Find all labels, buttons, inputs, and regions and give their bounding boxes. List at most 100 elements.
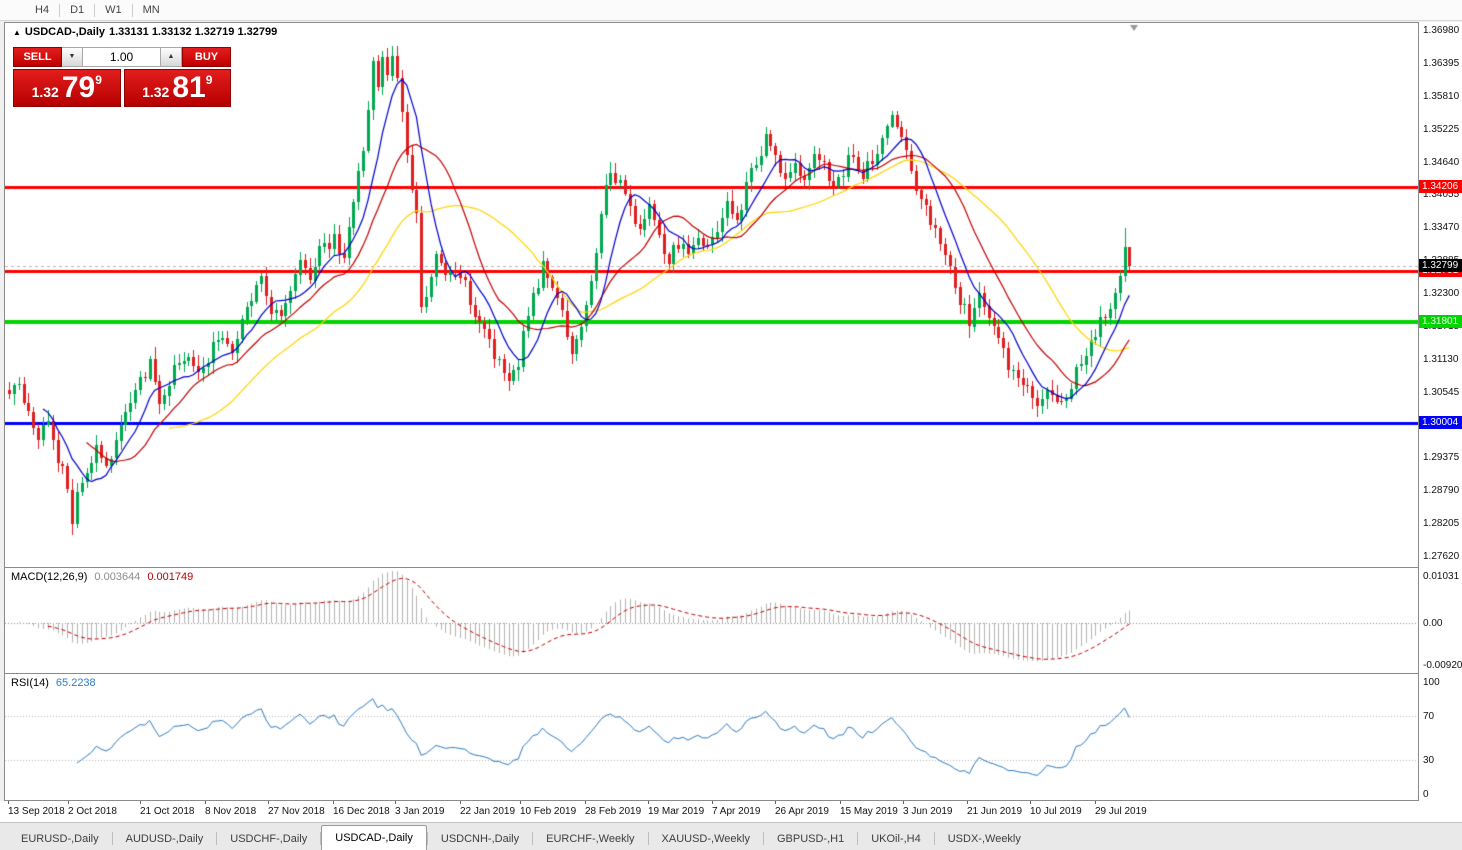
price-axis-label: 1.28790 [1423, 485, 1460, 497]
rsi-title: RSI(14) 65.2238 [11, 677, 96, 689]
date-axis-tick [268, 801, 269, 804]
sell-price-figure: 1.32 [31, 84, 59, 100]
tab-gbpusd-h1[interactable]: GBPUSD-,H1 [776, 833, 845, 845]
chart-ohlc-title: ▲ USDCAD-,Daily 1.33131 1.33132 1.32719 1.… [13, 26, 281, 38]
rsi-chart-canvas[interactable] [5, 674, 1418, 800]
date-axis-label: 10 Feb 2019 [520, 806, 577, 817]
rsi-axis-label: 70 [1423, 710, 1435, 722]
date-axis-label: 7 Apr 2019 [712, 806, 761, 817]
price-axis-label: 1.34055 [1423, 189, 1460, 201]
tab-separator [532, 832, 534, 845]
price-chart-canvas[interactable] [5, 23, 1418, 567]
price-axis-label: 1.27620 [1423, 551, 1460, 562]
price-axis-label: 1.32300 [1423, 288, 1460, 299]
tab-usdcad-daily[interactable]: USDCAD-,Daily [321, 825, 427, 850]
date-axis-label: 10 Jul 2019 [1030, 806, 1082, 817]
date-axis-tick [140, 801, 141, 804]
toolbar-separator [59, 3, 61, 17]
rsi-axis[interactable]: 100 70 30 0 [1419, 673, 1462, 801]
macd-axis-label: -0.00920 [1423, 660, 1462, 671]
date-axis-label: 29 Jul 2019 [1095, 806, 1147, 817]
lot-size-input[interactable] [83, 47, 161, 67]
date-axis-tick [395, 801, 396, 804]
hline-price-flag: 1.30004 [1419, 416, 1462, 430]
date-axis-label: 21 Oct 2018 [140, 806, 195, 817]
price-axis-label: 1.30545 [1423, 386, 1460, 398]
date-axis-tick [967, 801, 968, 804]
date-axis-tick [903, 801, 904, 804]
date-axis-label: 16 Dec 2018 [333, 806, 390, 817]
date-axis-tick [648, 801, 649, 804]
date-axis-tick [333, 801, 334, 804]
price-axis-label: 1.29375 [1423, 452, 1460, 464]
price-axis-label: 1.34640 [1423, 156, 1460, 168]
sell-price-pips: 79 [61, 71, 96, 104]
timeframe-button-h4[interactable]: H4 [35, 4, 50, 16]
buy-price-display[interactable]: 1.32 81 9 [123, 69, 231, 107]
tab-ukoil-h4[interactable]: UKOil-,H4 [871, 833, 921, 845]
date-axis-label: 3 Jun 2019 [903, 806, 953, 817]
tab-separator [426, 832, 428, 845]
price-axis-label: 1.33470 [1423, 222, 1460, 234]
buy-button[interactable]: BUY [182, 47, 231, 67]
rsi-name-label: RSI(14) [11, 677, 49, 689]
macd-axis-label: 0.00 [1423, 618, 1443, 630]
buy-price-figure: 1.32 [142, 84, 170, 100]
tab-audusd-daily[interactable]: AUDUSD-,Daily [125, 833, 204, 845]
tab-separator [647, 832, 649, 845]
buy-price-point: 9 [205, 73, 213, 87]
tab-usdchf-daily[interactable]: USDCHF-,Daily [230, 833, 308, 845]
timeframe-button-w1[interactable]: W1 [105, 4, 122, 16]
macd-indicator-panel: MACD(12,26,9) 0.003644 0.001749 [4, 567, 1419, 674]
date-axis-tick [205, 801, 206, 804]
price-axis-label: 1.36980 [1423, 25, 1460, 36]
date-axis-tick [712, 801, 713, 804]
date-axis-label: 15 May 2019 [840, 806, 898, 817]
tab-eurchf-weekly[interactable]: EURCHF-,Weekly [546, 833, 635, 845]
lot-increase-button[interactable]: ▲ [161, 47, 182, 67]
date-axis-label: 13 Sep 2018 [8, 806, 65, 817]
rsi-value: 65.2238 [55, 677, 96, 689]
date-axis-tick [585, 801, 586, 804]
tab-xauusd-weekly[interactable]: XAUUSD-,Weekly [661, 833, 750, 845]
tab-usdx-weekly[interactable]: USDX-,Weekly [947, 833, 1021, 845]
timeframe-button-d1[interactable]: D1 [70, 4, 85, 16]
buy-price-pips: 81 [172, 71, 206, 104]
date-axis-tick [8, 801, 9, 804]
macd-axis[interactable]: 0.01031 0.00 -0.00920 [1419, 567, 1462, 673]
timeframe-toolbar: H4 D1 W1 MN [0, 0, 1462, 21]
date-axis-label: 27 Nov 2018 [268, 806, 325, 817]
date-axis-label: 21 Jun 2019 [967, 806, 1023, 817]
time-axis[interactable]: 13 Sep 2018 2 Oct 2018 21 Oct 2018 8 Nov 20… [0, 801, 1462, 822]
symbol-marker-icon: ▲ [13, 28, 21, 37]
date-axis-label: 2 Oct 2018 [68, 806, 117, 817]
price-chart-panel: ▲ USDCAD-,Daily 1.33131 1.33132 1.32719 1.… [4, 22, 1419, 568]
date-axis-tick [68, 801, 69, 804]
lot-decrease-button[interactable]: ▼ [62, 47, 83, 67]
tab-separator [857, 832, 859, 845]
price-axis[interactable]: 1.36980 1.36395 1.35810 1.35225 1.34640 1.340… [1419, 22, 1462, 567]
date-axis-tick [1030, 801, 1031, 804]
tab-usdcnh-daily[interactable]: USDCNH-,Daily [440, 833, 520, 845]
date-axis-label: 8 Nov 2018 [205, 806, 257, 817]
date-axis-label: 19 Mar 2019 [648, 806, 705, 817]
sell-price-display[interactable]: 1.32 79 9 [13, 69, 121, 107]
rsi-axis-label: 100 [1423, 677, 1440, 688]
macd-name-label: MACD(12,26,9) [11, 571, 88, 583]
date-axis-tick [775, 801, 776, 804]
date-axis-label: 28 Feb 2019 [585, 806, 642, 817]
sell-price-point: 9 [95, 73, 102, 87]
timeframe-button-mn[interactable]: MN [142, 4, 160, 16]
macd-chart-canvas[interactable] [5, 568, 1418, 673]
sell-button[interactable]: SELL [13, 47, 62, 67]
tab-eurusd-daily[interactable]: EURUSD-,Daily [21, 833, 99, 845]
date-axis-tick [840, 801, 841, 804]
rsi-indicator-panel: RSI(14) 65.2238 [4, 673, 1419, 801]
date-axis-label: 26 Apr 2019 [775, 806, 829, 817]
hline-price-flag: 1.31801 [1419, 315, 1462, 329]
date-axis-tick [520, 801, 521, 804]
price-axis-label: 1.28205 [1423, 518, 1460, 530]
chevron-up-icon: ▲ [167, 53, 175, 60]
